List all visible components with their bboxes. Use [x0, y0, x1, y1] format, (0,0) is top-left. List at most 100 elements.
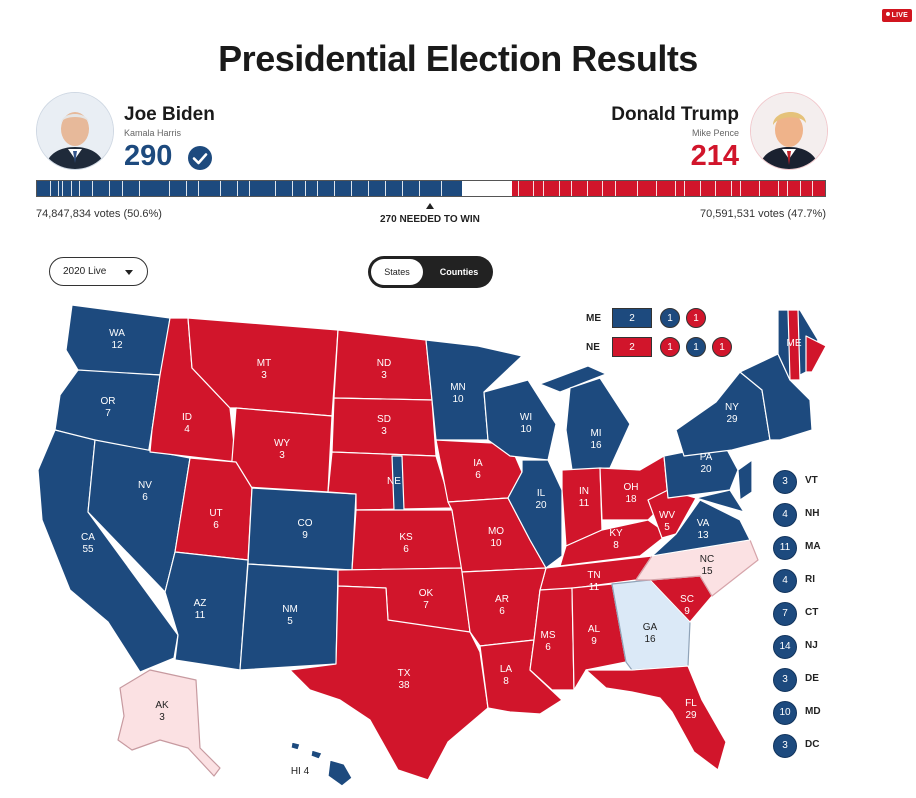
- state-ev-MI: 16: [590, 440, 602, 451]
- small-state-ev-circle: 7: [773, 602, 797, 626]
- split-me-label: ME: [586, 313, 601, 324]
- trump-avatar: [750, 92, 828, 170]
- bar-tick: [533, 181, 535, 196]
- split-ne-label: NE: [586, 342, 600, 353]
- bar-tick: [730, 181, 732, 196]
- bar-tick: [385, 181, 387, 196]
- state-AZ[interactable]: [164, 551, 249, 671]
- state-label-WA: WA: [109, 328, 125, 339]
- biden-portrait-icon: [37, 93, 113, 169]
- state-label-UT: UT: [209, 508, 222, 519]
- split-ne-circle: 1: [686, 337, 706, 357]
- state-ev-AZ: 11: [195, 610, 206, 621]
- state-label-SC: SC: [680, 594, 694, 605]
- small-state-item[interactable]: 3 VT: [773, 470, 893, 494]
- small-state-item[interactable]: 4 NH: [773, 503, 893, 527]
- state-ev-AK: 3: [159, 712, 165, 723]
- state-label-ME: ME: [787, 338, 802, 349]
- small-state-item[interactable]: 10 MD: [773, 701, 893, 725]
- state-MI[interactable]: [539, 365, 631, 471]
- year-dropdown[interactable]: 2020 Live: [49, 257, 148, 286]
- small-state-item[interactable]: 11 MA: [773, 536, 893, 560]
- bar-tick: [49, 181, 51, 196]
- state-label-NV: NV: [138, 480, 152, 491]
- bar-tick: [92, 181, 94, 196]
- state-label-CO: CO: [298, 518, 313, 529]
- trump-running-mate: Mike Pence: [691, 128, 739, 138]
- bar-tick: [799, 181, 801, 196]
- small-state-abbr: MA: [805, 541, 821, 552]
- state-ev-ND: 3: [381, 370, 387, 381]
- biden-popular-votes: 74,847,834 votes (50.6%): [36, 208, 162, 220]
- state-AL[interactable]: [571, 583, 627, 691]
- state-ev-WI: 10: [520, 424, 532, 435]
- small-state-abbr: DE: [805, 673, 819, 684]
- bar-tick: [614, 181, 616, 196]
- state-ev-TX: 38: [398, 680, 410, 691]
- bar-tick: [291, 181, 293, 196]
- small-state-item[interactable]: 14 NJ: [773, 635, 893, 659]
- bar-tick: [542, 181, 544, 196]
- bar-tick: [674, 181, 676, 196]
- bar-tick: [440, 181, 442, 196]
- state-ev-WA: 12: [111, 340, 123, 351]
- state-VA[interactable]: [651, 499, 751, 557]
- map-view-toggle[interactable]: States Counties: [368, 256, 493, 288]
- small-state-abbr: RI: [805, 574, 815, 585]
- state-MD[interactable]: [695, 489, 745, 513]
- bar-tick: [334, 181, 336, 196]
- state-WV[interactable]: [647, 489, 697, 539]
- state-label-AK: AK: [155, 700, 169, 711]
- state-NJ[interactable]: [737, 459, 753, 501]
- bar-tick: [517, 181, 519, 196]
- state-ev-NC: 15: [701, 566, 713, 577]
- bar-tick: [602, 181, 604, 196]
- split-me-circle: 1: [686, 308, 706, 328]
- bar-tick: [62, 181, 64, 196]
- bar-tick: [787, 181, 789, 196]
- bar-tick: [715, 181, 717, 196]
- state-ev-NM: 5: [287, 616, 293, 627]
- bar-tick: [168, 181, 170, 196]
- small-state-item[interactable]: 3 DE: [773, 668, 893, 692]
- state-label-NY: NY: [725, 402, 739, 413]
- electoral-vote-bar: [36, 180, 826, 197]
- state-label-NM: NM: [282, 604, 298, 615]
- state-label-KY: KY: [609, 528, 623, 539]
- state-ME-coast[interactable]: [805, 335, 827, 373]
- state-label-IA: IA: [473, 458, 483, 469]
- split-me-box: 2: [612, 308, 652, 328]
- toggle-counties[interactable]: Counties: [439, 267, 479, 277]
- small-state-item[interactable]: 3 DC: [773, 734, 893, 758]
- state-label-OH: OH: [624, 482, 639, 493]
- state-ev-SC: 9: [684, 606, 690, 617]
- state-ev-NY: 29: [726, 414, 738, 425]
- state-ev-CA: 55: [82, 544, 94, 555]
- bar-tick: [351, 181, 353, 196]
- state-ev-VA: 13: [697, 530, 709, 541]
- trump-electoral-votes: 214: [690, 140, 739, 172]
- biden-avatar: [36, 92, 114, 170]
- toggle-states[interactable]: States: [371, 259, 423, 285]
- state-ev-WV: 5: [664, 522, 670, 533]
- state-AK[interactable]: [117, 669, 221, 777]
- state-ME-2nd-district[interactable]: [787, 309, 801, 381]
- bar-tick: [58, 181, 60, 196]
- bar-tick: [699, 181, 701, 196]
- state-label-TN: TN: [587, 570, 600, 581]
- split-ne-box: 2: [612, 337, 652, 357]
- state-TX[interactable]: [289, 585, 489, 781]
- state-HI[interactable]: [290, 741, 353, 787]
- state-ev-IN: 11: [579, 498, 590, 509]
- state-label-SD: SD: [377, 414, 391, 425]
- bar-tick: [121, 181, 123, 196]
- small-state-item[interactable]: 7 CT: [773, 602, 893, 626]
- state-label-WI: WI: [520, 412, 532, 423]
- state-FL[interactable]: [585, 665, 727, 771]
- state-ev-OH: 18: [625, 494, 637, 505]
- small-state-item[interactable]: 4 RI: [773, 569, 893, 593]
- state-CO[interactable]: [247, 487, 357, 571]
- biden-electoral-votes: 290: [124, 140, 173, 172]
- state-label-MS: MS: [541, 630, 556, 641]
- state-label-AR: AR: [495, 594, 509, 605]
